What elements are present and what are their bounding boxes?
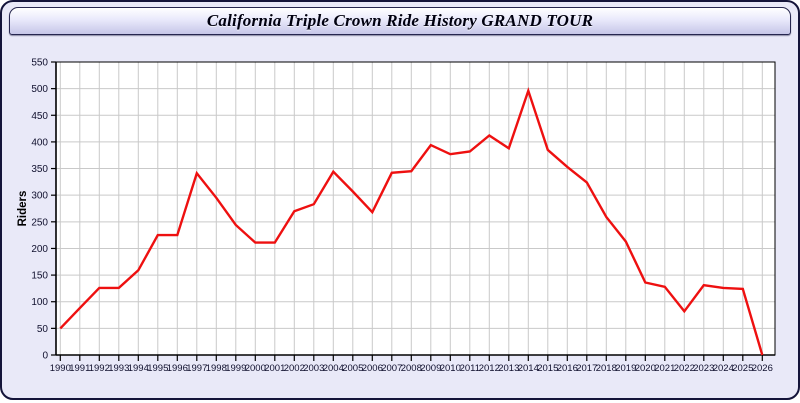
x-tick-label: 1991 (69, 363, 90, 374)
title-bar: California Triple Crown Ride History GRA… (9, 7, 791, 35)
x-tick-label: 2000 (245, 363, 266, 374)
page-title: California Triple Crown Ride History GRA… (206, 11, 594, 30)
x-tick-label: 2024 (713, 363, 734, 374)
x-tick-label: 2018 (596, 363, 617, 374)
x-tick-label: 1993 (108, 363, 129, 374)
x-tick-label: 1994 (128, 363, 149, 374)
y-tick-label: 200 (31, 244, 48, 255)
y-tick-label: 500 (31, 84, 48, 95)
y-tick-label: 550 (31, 58, 48, 69)
x-tick-label: 1992 (89, 363, 110, 374)
y-tick-label: 150 (31, 271, 48, 282)
x-tick-label: 2014 (518, 363, 539, 374)
y-tick-label: 50 (37, 324, 49, 335)
x-tick-label: 2004 (323, 363, 344, 374)
x-tick-label: 2023 (693, 363, 714, 374)
y-tick-label: 450 (31, 111, 48, 122)
x-tick-label: 2022 (674, 363, 695, 374)
x-tick-label: 2013 (498, 363, 519, 374)
chart-panel: 0 50 100 150 200 250 300 350 400 450 500 550 1990 199… (2, 40, 800, 398)
x-tick-label: 2008 (401, 363, 422, 374)
x-tick-label: 2005 (342, 363, 363, 374)
x-tick-label: 2011 (460, 363, 480, 374)
x-tick-label: 1996 (167, 363, 188, 374)
riders-line-chart: 0501001502002503003504004505005501990199… (17, 58, 776, 374)
y-tick-label: 0 (42, 351, 48, 362)
x-tick-label: 2021 (654, 363, 675, 374)
x-axis: 1990199119921993199419951996199719981999… (50, 355, 773, 374)
x-tick-label: 2025 (732, 363, 753, 374)
x-tick-label: 2019 (615, 363, 636, 374)
x-tick-label: 2020 (635, 363, 656, 374)
x-tick-label: 2016 (557, 363, 578, 374)
y-tick-label: 400 (31, 137, 48, 148)
plot-area (56, 62, 775, 355)
y-axis: 0 50 100 150 200 250 300 350 400 450 500 550 (31, 58, 56, 362)
x-tick-label: 2002 (284, 363, 305, 374)
x-tick-label: 1998 (206, 363, 227, 374)
x-tick-label: 2012 (479, 363, 500, 374)
x-tick-label: 2017 (576, 363, 597, 374)
riders-series-line (59, 87, 764, 356)
x-tick-label: 1997 (186, 363, 207, 374)
y-tick-label: 250 (31, 217, 48, 228)
x-tick-label: 1999 (225, 363, 246, 374)
y-tick-label: 300 (31, 191, 48, 202)
x-tick-label: 2026 (752, 363, 773, 374)
x-tick-label: 1990 (50, 363, 71, 374)
x-tick-label: 2006 (362, 363, 383, 374)
x-tick-label: 2009 (420, 363, 441, 374)
x-tick-label: 1995 (147, 363, 168, 374)
x-tick-label: 2003 (303, 363, 324, 374)
x-tick-label: 2010 (440, 363, 461, 374)
y-tick-label: 100 (31, 297, 48, 308)
y-axis-title: Riders (17, 191, 29, 227)
x-tick-label: 2001 (264, 363, 285, 374)
y-tick-label: 350 (31, 164, 48, 175)
x-tick-label: 2007 (381, 363, 402, 374)
x-tick-label: 2015 (537, 363, 558, 374)
